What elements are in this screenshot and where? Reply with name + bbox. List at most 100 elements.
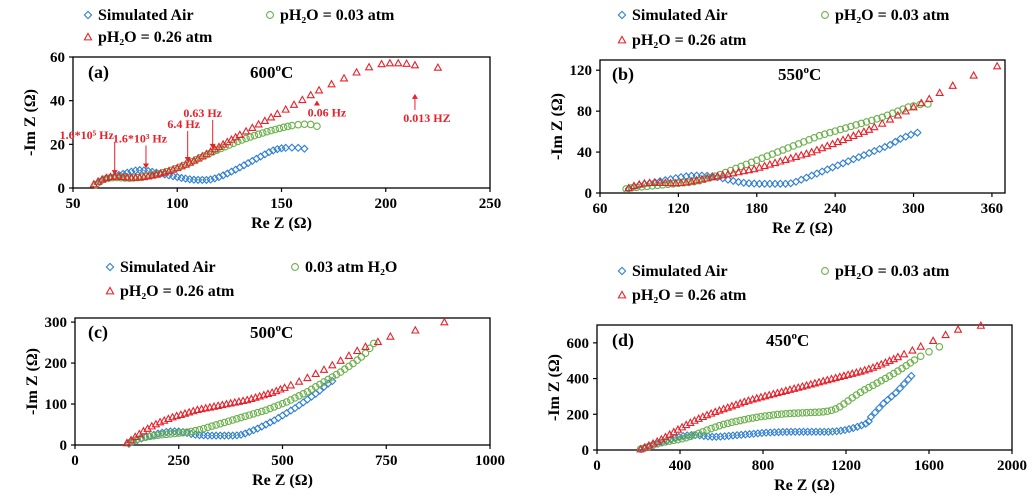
- data-point: [162, 430, 171, 439]
- y-tick-label: 100: [45, 397, 68, 413]
- data-point: [262, 406, 270, 414]
- data-point: [875, 403, 884, 413]
- legend-marker: [617, 10, 627, 20]
- y-tick-label: 40: [577, 145, 592, 161]
- data-point: [288, 121, 296, 130]
- data-point: [299, 398, 308, 407]
- legend-entry: pH₂O = 0.26 atm: [617, 32, 747, 49]
- data-point: [802, 408, 811, 417]
- data-point: [267, 126, 275, 135]
- panel-label: (b): [612, 64, 634, 85]
- data-point: [833, 137, 843, 146]
- data-point: [822, 141, 832, 150]
- data-point: [303, 373, 312, 382]
- data-point: [740, 415, 749, 424]
- x-tick-label: 0: [71, 453, 79, 469]
- data-point: [901, 106, 911, 115]
- data-point: [210, 174, 219, 183]
- data-point: [669, 436, 678, 445]
- data-point: [158, 430, 166, 439]
- data-point: [336, 356, 345, 364]
- data-point: [744, 179, 754, 188]
- legend-label: 0.03 atm H₂O: [305, 259, 397, 276]
- data-point: [924, 100, 932, 108]
- data-point: [794, 409, 803, 417]
- y-axis-label: -Im Z (Ω): [22, 89, 39, 156]
- data-point: [174, 429, 183, 437]
- data-point: [268, 146, 278, 155]
- x-tick-label: 800: [752, 458, 775, 474]
- legend-entry: pH₂O = 0.26 atm: [617, 287, 747, 304]
- frequency-annotation: 1.6*10³ Hz: [113, 132, 168, 169]
- data-point: [298, 95, 307, 104]
- data-point: [899, 379, 909, 389]
- data-point: [773, 410, 782, 419]
- data-point: [928, 336, 938, 344]
- data-point: [916, 352, 925, 361]
- data-point: [969, 70, 978, 79]
- data-point: [802, 149, 811, 157]
- data-point: [246, 133, 255, 141]
- data-point: [183, 428, 191, 436]
- series-0-03-atm-h2o: [622, 100, 932, 193]
- data-point: [786, 409, 794, 418]
- data-point: [260, 116, 270, 125]
- legend-label: pH₂O = 0.26 atm: [632, 287, 747, 304]
- annotation-label: 6.4 Hz: [167, 117, 200, 131]
- data-point: [847, 122, 855, 131]
- x-tick-label: 360: [981, 201, 1004, 217]
- data-point: [377, 59, 386, 68]
- y-tick-label: 80: [577, 104, 592, 120]
- data-point: [674, 179, 683, 188]
- data-point: [290, 403, 300, 413]
- plot-frame: [596, 324, 1013, 451]
- frequency-annotation: 0.06 Hz: [308, 100, 347, 119]
- data-point: [889, 369, 898, 378]
- data-point: [820, 130, 829, 138]
- y-axis-label: -Im Z (Ω): [549, 93, 566, 160]
- data-point: [665, 429, 674, 438]
- data-point: [250, 131, 259, 140]
- data-point: [760, 161, 769, 170]
- data-point: [235, 130, 245, 138]
- data-point: [300, 120, 309, 129]
- data-point: [687, 176, 696, 185]
- legend-marker: [617, 266, 627, 276]
- legend-marker: [821, 11, 829, 19]
- data-point: [749, 164, 759, 173]
- data-point: [212, 421, 220, 429]
- x-tick-label: 0: [593, 458, 601, 474]
- data-point: [661, 432, 670, 441]
- data-point: [179, 428, 187, 437]
- data-point: [770, 158, 780, 167]
- data-point: [275, 124, 284, 133]
- data-point: [877, 376, 886, 385]
- data-point: [287, 396, 295, 404]
- data-point: [856, 388, 865, 397]
- x-tick-label: 750: [375, 453, 398, 469]
- data-point: [836, 125, 845, 134]
- annotation-label: 1.6*10³ Hz: [113, 132, 168, 146]
- data-point: [671, 178, 681, 187]
- data-point: [786, 153, 796, 162]
- data-point: [707, 424, 715, 433]
- data-point: [739, 178, 748, 187]
- data-point: [118, 172, 128, 181]
- y-tick-label: 0: [58, 181, 66, 197]
- data-point: [393, 58, 403, 67]
- data-point: [857, 421, 866, 430]
- data-point: [191, 426, 200, 435]
- data-point: [241, 126, 251, 135]
- data-point: [827, 406, 836, 415]
- data-point: [291, 394, 299, 402]
- data-point: [907, 371, 916, 381]
- frequency-annotation: 1.6*10⁵ Hz: [60, 128, 118, 176]
- legend-marker: [617, 35, 627, 44]
- chart-panel-b: 60 120 180 240 300 360 0 40 80 120 Re Z (Ω) -Im Z (…: [549, 7, 1006, 237]
- data-point: [206, 175, 215, 184]
- data-point: [282, 408, 291, 418]
- data-point: [220, 418, 229, 427]
- data-point: [838, 135, 848, 144]
- data-point: [908, 345, 917, 354]
- legend-marker: [821, 267, 829, 275]
